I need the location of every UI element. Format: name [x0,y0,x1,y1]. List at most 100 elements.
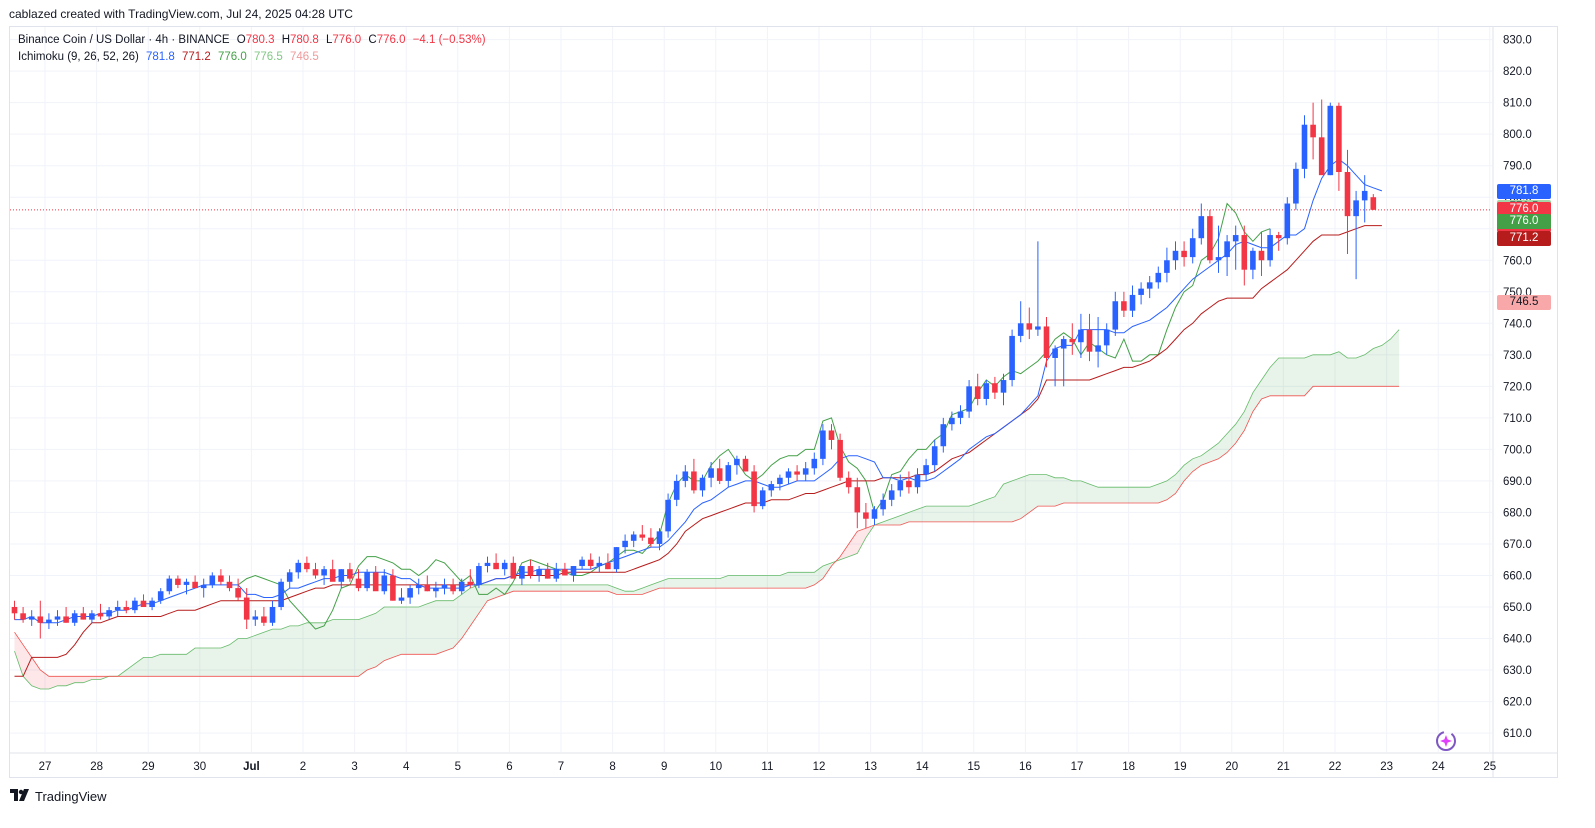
candle-body [682,471,689,481]
candle-body [1370,197,1377,210]
chart-grid [10,27,1492,752]
x-tick-label: Jul [243,761,260,773]
candle-body [1086,329,1093,352]
candle-body [1009,335,1015,381]
open-label: O [236,34,246,46]
candle-body [639,534,646,538]
candle-body [1310,124,1316,138]
cloud-segment [1132,487,1142,503]
low-label: L [326,34,333,46]
candle-body [97,613,104,617]
cloud-segment [1338,351,1348,387]
cloud-segment [547,584,557,592]
cloud-segment [1381,339,1391,387]
cloud-segment [960,506,970,522]
candle-body [321,569,327,576]
candle-body [71,613,78,623]
candle-body [673,480,680,500]
cloud-segment [1166,474,1176,500]
y-tick-label: 690.0 [1503,476,1532,488]
candle-body [37,616,44,623]
candle-body [304,562,310,570]
candle-body [845,477,852,488]
x-tick-label: 18 [1122,761,1135,773]
candle-body [510,562,517,579]
high-value: 780.8 [290,34,319,46]
candle-body [1164,260,1170,273]
x-tick-label: 7 [558,761,564,773]
cloud-segment [564,584,574,592]
candle-body [20,613,26,620]
candle-body [209,575,216,585]
y-tick-label: 730.0 [1503,350,1532,362]
candle-body [1138,288,1144,295]
x-tick-label: 23 [1380,761,1393,773]
x-tick-label: 2 [300,761,306,773]
cloud-segment [470,584,479,626]
cloud-segment [1123,487,1133,503]
chart-frame[interactable] [9,26,1558,778]
candle-body [1275,235,1282,239]
cloud-segment [169,654,178,677]
cloud-segment [633,588,643,595]
cloud-segment [143,657,153,677]
candle-body [11,607,18,614]
cloud-segment [1046,474,1056,507]
chart-credit: cablazed created with TradingView.com, J… [9,7,353,21]
x-tick-label: 19 [1174,761,1187,773]
cloud-segment [848,531,858,557]
cloud-segment [616,588,626,595]
cloud-segment [779,572,789,589]
lagging-span-label: 776.0 [1497,214,1551,230]
sparkle-assistant-icon[interactable] [1434,729,1460,753]
candle-body [613,547,620,570]
candle-body [1353,200,1359,217]
cloud-segment [1020,474,1030,519]
x-tick-label: 14 [916,761,929,773]
candle-body [398,597,405,601]
candle-body [252,616,259,620]
cloud-segment [1278,357,1288,396]
candle-body [699,477,706,491]
cloud-segment [1149,484,1159,503]
cloud-segment [1321,354,1331,387]
x-tick-label: 15 [967,761,980,773]
candle-body [906,480,912,488]
candle-body [957,411,964,418]
candle-body [132,600,138,611]
cloud-segment [977,499,987,522]
candle-body [1172,250,1179,261]
cloud-segment [556,584,565,592]
x-tick-label: 30 [193,761,206,773]
candle-body [183,581,190,585]
cloud-segment [943,506,952,522]
cloud-segment [1115,487,1124,503]
candle-body [665,499,671,532]
candle-body [338,569,345,582]
y-tick-label: 650.0 [1503,602,1532,614]
cloud-segment [1141,487,1150,503]
cloud-segment [298,622,307,677]
y-tick-label: 710.0 [1503,413,1532,425]
cloud-segment [461,588,471,639]
candle-body [458,581,465,592]
symbol-legend[interactable]: Binance Coin / US Dollar · 4h · BINANCE … [18,34,486,46]
indicator-legend[interactable]: Ichimoku (9, 26, 52, 26) 781.8 771.2 776… [18,51,319,63]
candle-body [725,465,732,481]
cloud-segment [40,670,49,689]
change-value: −4.1 (−0.53%) [412,34,486,46]
footer-brand[interactable]: TradingView [10,789,107,804]
cloud-segment [1356,354,1365,387]
y-tick-label: 640.0 [1503,634,1532,646]
cloud-segment [375,607,385,667]
cloud-segment [255,632,264,677]
candle-body [226,581,233,589]
candle-body [1017,323,1024,336]
candle-body [1121,301,1127,311]
candle-body [149,600,155,607]
cloud-segment [719,575,729,589]
candle-body [192,581,198,589]
candle-body [811,458,818,469]
candle-body [467,581,474,585]
